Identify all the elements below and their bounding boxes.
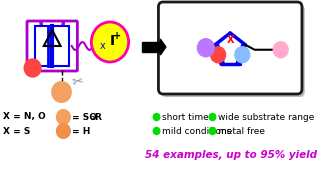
Text: metal free: metal free [218, 126, 265, 136]
Circle shape [57, 124, 70, 138]
Text: 54 examples, up to 95% yield: 54 examples, up to 95% yield [145, 150, 317, 160]
Text: ✂: ✂ [71, 74, 85, 90]
FancyBboxPatch shape [27, 21, 77, 71]
Text: wide substrate range: wide substrate range [218, 112, 314, 122]
Circle shape [52, 82, 71, 102]
Circle shape [197, 39, 214, 57]
Circle shape [209, 114, 216, 121]
Circle shape [211, 47, 225, 63]
Text: I: I [109, 34, 115, 48]
Text: mild conditions: mild conditions [162, 126, 232, 136]
FancyBboxPatch shape [158, 2, 302, 94]
Circle shape [273, 42, 288, 58]
Text: X = N, O: X = N, O [3, 112, 46, 122]
Text: = H: = H [72, 126, 90, 136]
Text: +: + [114, 31, 121, 41]
Circle shape [24, 59, 41, 77]
Circle shape [209, 128, 216, 135]
Text: 2: 2 [90, 116, 95, 121]
Text: x: x [100, 41, 105, 51]
Polygon shape [160, 39, 166, 55]
Circle shape [91, 22, 129, 62]
FancyBboxPatch shape [35, 26, 69, 66]
Circle shape [153, 128, 160, 135]
Text: short time: short time [162, 112, 209, 122]
Circle shape [57, 110, 70, 124]
FancyBboxPatch shape [161, 5, 305, 97]
Text: X: X [226, 35, 234, 45]
Circle shape [153, 114, 160, 121]
Text: X = S: X = S [3, 126, 30, 136]
Text: R: R [94, 112, 101, 122]
Text: = SO: = SO [72, 112, 97, 122]
Circle shape [235, 47, 250, 63]
Polygon shape [142, 42, 160, 52]
